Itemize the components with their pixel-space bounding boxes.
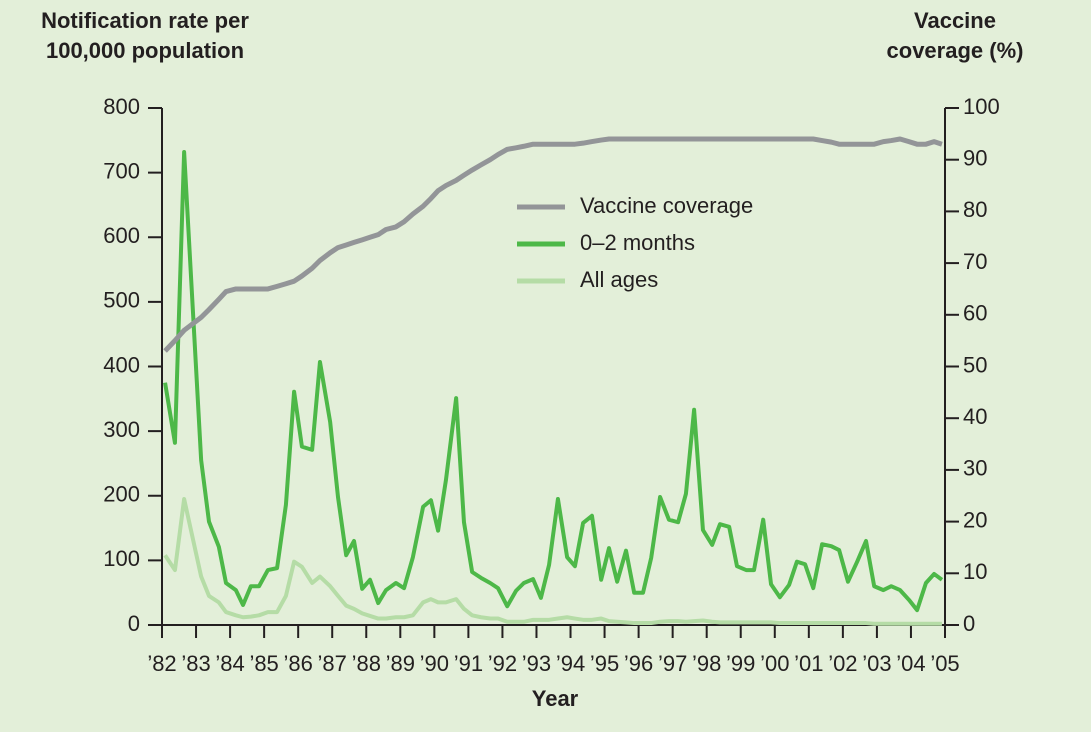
y-tick-label: 600 [103, 223, 140, 248]
y-tick-label: 500 [103, 288, 140, 313]
y-tick-label: 700 [103, 158, 140, 183]
x-tick-label: ’88 [352, 651, 381, 676]
x-tick-label: ’97 [658, 651, 687, 676]
x-tick-label: ’04 [896, 651, 925, 676]
y2-axis-title: coverage (%) [887, 38, 1024, 63]
x-tick-label: ’83 [181, 651, 210, 676]
y-tick-label: 100 [103, 546, 140, 571]
y2-tick-label: 100 [963, 94, 1000, 119]
y-tick-label: 400 [103, 352, 140, 377]
data-line [163, 136, 943, 353]
x-tick-label: ’89 [386, 651, 415, 676]
x-tick-label: ’94 [556, 651, 585, 676]
x-tick-label: ’86 [283, 651, 312, 676]
y2-tick-label: 30 [963, 456, 987, 481]
x-tick-label: ’01 [794, 651, 823, 676]
x-tick-label: ’05 [930, 651, 959, 676]
x-tick-label: ’96 [624, 651, 653, 676]
y2-tick-label: 0 [963, 611, 975, 636]
y2-tick-label: 40 [963, 404, 987, 429]
x-tick-label: ’84 [215, 651, 244, 676]
legend-label: All ages [580, 267, 658, 292]
x-axis-title: Year [532, 686, 579, 711]
data-line [163, 496, 942, 626]
y-axis-title: Notification rate per [41, 8, 249, 33]
x-tick-label: ’87 [318, 651, 347, 676]
y2-axis-title: Vaccine [914, 8, 996, 33]
y-tick-label: 0 [128, 611, 140, 636]
legend-label: Vaccine coverage [580, 193, 753, 218]
y2-tick-label: 20 [963, 507, 987, 532]
y-tick-label: 300 [103, 417, 140, 442]
y2-tick-label: 50 [963, 352, 987, 377]
x-tick-label: ’99 [726, 651, 755, 676]
legend-label: 0–2 months [580, 230, 695, 255]
x-tick-label: ’02 [828, 651, 857, 676]
y-axis-title: 100,000 population [46, 38, 244, 63]
x-tick-label: ’85 [249, 651, 278, 676]
x-tick-label: ’95 [590, 651, 619, 676]
data-line [163, 149, 944, 613]
x-tick-label: ’00 [760, 651, 789, 676]
y2-tick-label: 90 [963, 146, 987, 171]
y-tick-label: 200 [103, 482, 140, 507]
x-tick-label: ’03 [862, 651, 891, 676]
x-tick-label: ’92 [488, 651, 517, 676]
y2-tick-label: 80 [963, 197, 987, 222]
x-tick-label: ’90 [420, 651, 449, 676]
x-tick-label: ’91 [454, 651, 483, 676]
x-tick-label: ’93 [522, 651, 551, 676]
y2-tick-label: 60 [963, 301, 987, 326]
y2-tick-label: 70 [963, 249, 987, 274]
x-tick-label: ’98 [692, 651, 721, 676]
y2-tick-label: 10 [963, 559, 987, 584]
x-tick-label: ’82 [147, 651, 176, 676]
y-tick-label: 800 [103, 94, 140, 119]
